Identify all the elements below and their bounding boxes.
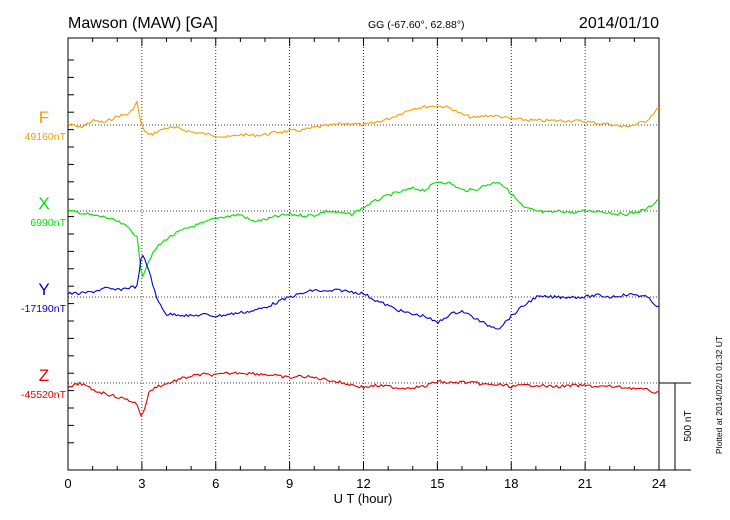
series-baseline-f: 49160nT <box>25 131 67 143</box>
x-axis-label: U T (hour) <box>334 491 393 506</box>
vertical-gridlines <box>141 38 586 470</box>
x-tick-label: 18 <box>504 476 518 491</box>
series-name-y: Y <box>38 280 49 299</box>
scale-bar <box>659 382 691 471</box>
x-tick-label: 0 <box>64 476 71 491</box>
series-labels: F 49160nT X 6990nT Y -17190nT Z -45520nT <box>21 108 67 401</box>
series-line-z <box>67 371 660 417</box>
series-line-x <box>67 181 660 278</box>
x-tick-label: 12 <box>356 476 370 491</box>
series-name-z: Z <box>39 366 49 385</box>
date-label: 2014/01/10 <box>579 15 659 32</box>
series-baseline-y: -17190nT <box>21 303 67 315</box>
series-baseline-z: -45520nT <box>21 389 67 401</box>
x-tick-label: 6 <box>212 476 219 491</box>
x-tick-labels: 0 3 6 9 12 15 18 21 24 <box>64 476 666 491</box>
x-tick-label: 21 <box>578 476 592 491</box>
station-title: Mawson (MAW) [GA] <box>68 15 218 32</box>
plotted-at-note: Plotted at 2014/02/10 01:32 UT <box>714 336 724 454</box>
x-tick-label: 15 <box>430 476 444 491</box>
series-line-y <box>67 254 660 330</box>
x-tick-label: 9 <box>286 476 293 491</box>
left-axis-ticks <box>68 59 74 444</box>
series-baseline-x: 6990nT <box>30 217 66 229</box>
scale-bar-label: 500 nT <box>683 410 694 441</box>
series-lines <box>67 99 660 417</box>
x-tick-label: 24 <box>652 476 666 491</box>
series-line-f <box>67 99 660 138</box>
coordinates-label: GG (-67.60°, 62.88°) <box>368 19 465 31</box>
series-name-x: X <box>38 194 49 213</box>
x-tick-label: 3 <box>138 476 145 491</box>
x-axis-ticks <box>67 38 660 470</box>
series-name-f: F <box>39 108 49 127</box>
